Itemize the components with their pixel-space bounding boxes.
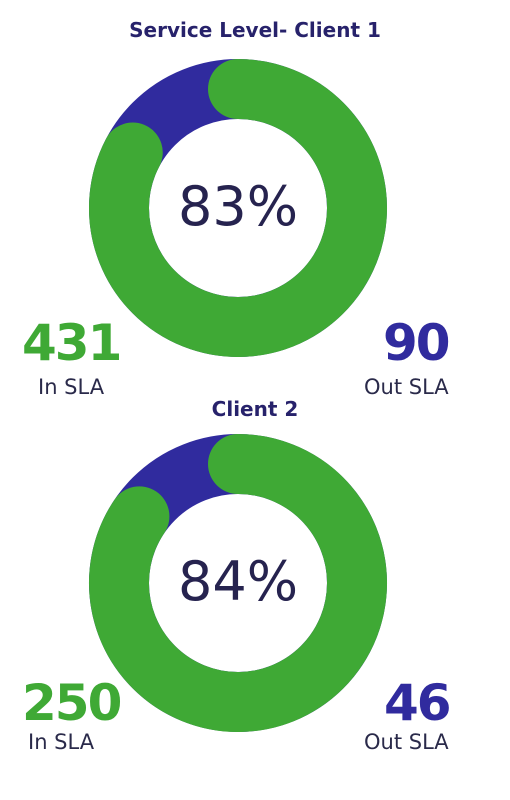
client-1-in-sla-count: 431 (22, 314, 122, 372)
client-1-in-sla-caption: In SLA (38, 375, 105, 399)
client-2-in-sla-count: 250 (22, 674, 122, 732)
client-1-out-sla-caption: Out SLA (364, 375, 449, 399)
client-2-out-sla-caption: Out SLA (364, 730, 449, 754)
client-2-panel: 84% Client 2 250 In SLA 46 Out SLA (0, 395, 510, 800)
client-2-center-percentage: 84% (178, 550, 298, 613)
client-1-out-sla-count: 90 (383, 314, 451, 372)
client-1-panel: 83% Service Level- Client 1 431 In SLA 9… (22, 18, 451, 399)
client-1-center-percentage: 83% (178, 175, 298, 238)
client-2-out-sla-count: 46 (384, 674, 452, 732)
client-2-chart-title: Client 2 (211, 397, 299, 421)
client-2-in-sla-caption: In SLA (28, 730, 95, 754)
in-sla-segment (89, 434, 387, 732)
client-1-donut-chart: 83% (89, 59, 387, 357)
client-2-donut-chart: 84% (89, 434, 387, 732)
in-sla-segment (89, 59, 387, 357)
client-1-chart-title: Service Level- Client 1 (129, 18, 381, 42)
